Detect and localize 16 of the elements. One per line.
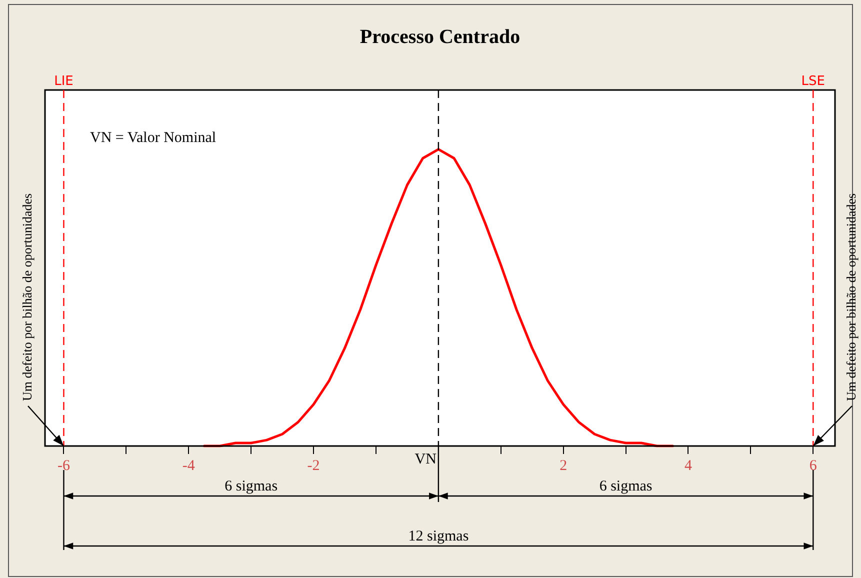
ref-line-label: LSE bbox=[801, 74, 825, 89]
x-tick-label: -2 bbox=[307, 458, 320, 474]
ref-line-label: LIE bbox=[54, 74, 74, 89]
annotation: Um defeito por bilhão de oportunidades bbox=[843, 193, 858, 401]
text: 6 sigmas bbox=[599, 478, 652, 494]
x-tick-label: 6 bbox=[809, 458, 818, 474]
annotation: Um defeito por bilhão de oportunidades bbox=[19, 193, 34, 401]
text: VN = Valor Nominal bbox=[90, 130, 216, 146]
x-tick-label: -6 bbox=[57, 458, 70, 474]
x-tick-label: 2 bbox=[560, 458, 568, 474]
chart-title: Processo Centrado bbox=[360, 26, 520, 48]
x-tick-label: 4 bbox=[684, 458, 692, 474]
x-tick-label: -4 bbox=[182, 458, 196, 474]
text: 6 sigmas bbox=[224, 478, 278, 494]
ref-line-label: VN bbox=[414, 451, 437, 468]
text: 12 sigmas bbox=[408, 528, 469, 544]
